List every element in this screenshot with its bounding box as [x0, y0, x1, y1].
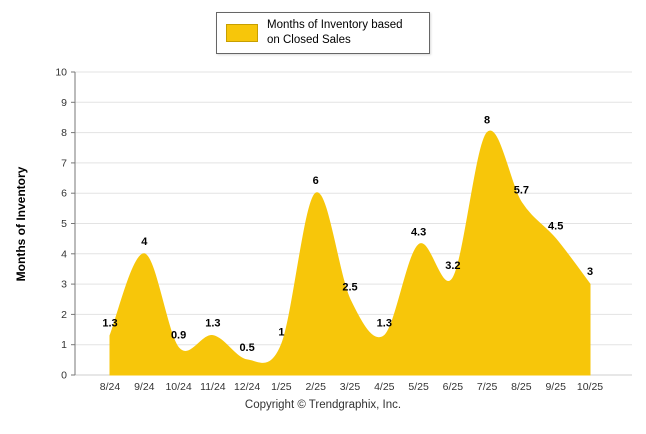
y-tick-label: 8: [61, 127, 67, 139]
x-axis-label: 6/25: [443, 381, 464, 393]
y-tick-label: 7: [61, 157, 67, 169]
y-tick-label: 3: [61, 279, 67, 291]
data-label: 1.3: [377, 318, 392, 330]
data-label: 1.3: [205, 318, 220, 330]
x-axis-label: 8/24: [100, 381, 121, 393]
y-tick-label: 10: [55, 67, 67, 79]
y-tick-label: 4: [61, 248, 67, 260]
data-label: 8: [484, 115, 490, 127]
y-tick-label: 1: [61, 339, 67, 351]
y-tick-label: 6: [61, 188, 67, 200]
data-label: 1.3: [102, 318, 117, 330]
y-tick-label: 2: [61, 309, 67, 321]
x-axis-label: 10/24: [165, 381, 191, 393]
x-axis-label: 5/25: [408, 381, 429, 393]
data-label: 0.5: [239, 342, 254, 354]
x-axis-label: 11/24: [200, 381, 226, 393]
data-label: 0.9: [171, 330, 186, 342]
data-label: 6: [313, 175, 319, 187]
data-label: 3.2: [445, 260, 460, 272]
copyright-text: Copyright © Trendgraphix, Inc.: [244, 399, 402, 411]
y-tick-label: 5: [61, 218, 67, 230]
data-label: 3: [587, 266, 593, 278]
x-axis-label: 4/25: [374, 381, 395, 393]
x-axis-label: 10/25: [577, 381, 603, 393]
x-axis-label: 9/24: [134, 381, 155, 393]
y-tick-label: 0: [61, 370, 67, 382]
data-label: 4.3: [411, 227, 426, 239]
data-label: 5.7: [514, 184, 529, 196]
data-label: 1: [278, 327, 284, 339]
data-label: 4.5: [548, 221, 563, 233]
legend-label: Months of Inventory based on Closed Sale…: [267, 19, 403, 46]
y-tick-label: 9: [61, 97, 67, 109]
x-axis-label: 7/25: [477, 381, 498, 393]
data-label: 4: [141, 236, 148, 248]
x-axis-label: 8/25: [511, 381, 532, 393]
area-series-path: [109, 130, 591, 376]
x-axis-label: 12/24: [234, 381, 260, 393]
x-axis-label: 9/25: [545, 381, 566, 393]
data-label: 2.5: [342, 281, 357, 293]
legend: Months of Inventory based on Closed Sale…: [216, 12, 430, 54]
x-axis-label: 2/25: [305, 381, 326, 393]
legend-swatch-icon: [226, 23, 258, 42]
x-axis-label: 1/25: [271, 381, 292, 393]
x-axis-label: 3/25: [340, 381, 361, 393]
